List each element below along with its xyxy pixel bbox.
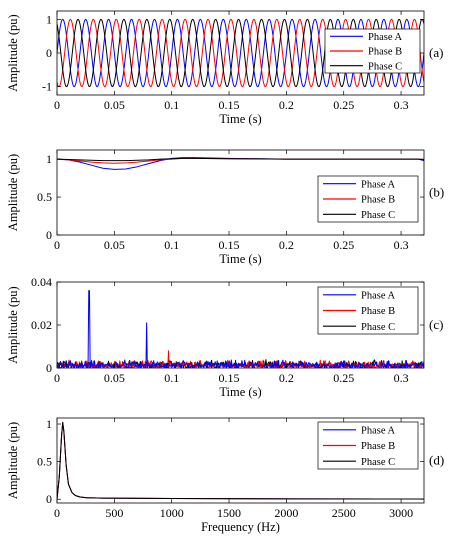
axes-frame <box>56 417 425 504</box>
x-tick-label: 2000 <box>274 506 298 520</box>
legend-entry: Phase A <box>368 32 403 43</box>
x-tick-label: 500 <box>105 506 123 520</box>
y-tick-label: 0 <box>46 228 52 242</box>
x-tick-label: 0.3 <box>394 371 409 385</box>
x-tick-label: 0.1 <box>164 238 179 252</box>
x-tick-label: 0.2 <box>279 98 294 112</box>
axes-frame <box>56 149 425 236</box>
plot-area <box>57 422 424 500</box>
x-tick-label: 0.05 <box>104 238 125 252</box>
x-tick-label: 0 <box>54 98 60 112</box>
y-axis-title: Amplitude (pu) <box>6 286 20 363</box>
y-tick-label: -1 <box>42 80 52 94</box>
y-tick-label: 0.5 <box>37 190 52 204</box>
plot-area <box>57 157 424 170</box>
legend-entry: Phase C <box>361 322 395 333</box>
series-line-phase-c <box>57 422 424 500</box>
legend-entry: Phase B <box>361 441 395 452</box>
x-tick-label: 0.1 <box>164 98 179 112</box>
panel-label: (a) <box>429 45 443 60</box>
y-axis-title: Amplitude (pu) <box>6 154 20 231</box>
legend-entry: Phase A <box>361 426 396 437</box>
legend-entry: Phase B <box>361 306 395 317</box>
series-line-phase-a <box>57 290 424 368</box>
x-tick-label: 0 <box>54 238 60 252</box>
legend-entry: Phase B <box>361 195 395 206</box>
y-tick-label: 0.02 <box>31 318 52 332</box>
panel-label: (d) <box>429 453 444 468</box>
x-tick-label: 2500 <box>332 506 356 520</box>
legend-entry: Phase C <box>361 457 395 468</box>
x-axis-title: Time (s) <box>219 252 261 266</box>
x-tick-label: 0.1 <box>164 371 179 385</box>
x-tick-label: 3000 <box>389 506 413 520</box>
legend: Phase A Phase B Phase C <box>317 286 419 335</box>
y-tick-label: 1 <box>46 12 52 26</box>
x-tick-label: 0.05 <box>104 371 125 385</box>
y-tick-label: 1 <box>46 417 52 431</box>
legend: Phase A Phase B Phase C <box>317 421 419 470</box>
x-axis-title: Time (s) <box>219 112 261 126</box>
y-tick-label: 1 <box>46 152 52 166</box>
legend-entry: Phase C <box>361 210 395 221</box>
legend: Phase A Phase B Phase C <box>324 28 421 74</box>
legend-entry: Phase C <box>368 61 402 72</box>
panel-label: (c) <box>429 317 443 332</box>
x-tick-label: 1000 <box>160 506 184 520</box>
y-tick-label: 0.5 <box>37 455 52 469</box>
x-tick-label: 0.05 <box>104 98 125 112</box>
x-tick-label: 0.2 <box>279 238 294 252</box>
series-line-phase-a <box>57 18 424 88</box>
panel-4: 0 500 1000 1500 2000 2500 3000 0 0.5 1 Frequency (… <box>6 417 444 534</box>
x-tick-label: 0.25 <box>333 238 354 252</box>
series-line-phase-c <box>57 18 424 88</box>
series-line-phase-c <box>57 157 424 162</box>
y-tick-label: 0 <box>46 46 52 60</box>
plot-area <box>57 290 424 368</box>
x-tick-label: 0 <box>54 506 60 520</box>
legend-entry: Phase B <box>368 47 402 58</box>
x-axis-title: Frequency (Hz) <box>201 520 280 534</box>
x-tick-label: 0.15 <box>219 238 240 252</box>
x-tick-label: 0.25 <box>333 371 354 385</box>
x-tick-label: 0.3 <box>394 98 409 112</box>
x-axis-title: Time (s) <box>219 385 261 399</box>
x-tick-label: 0.25 <box>333 98 354 112</box>
y-axis-title: Amplitude (pu) <box>6 14 20 91</box>
y-axis-title: Amplitude (pu) <box>6 422 20 499</box>
x-tick-label: 0.3 <box>394 238 409 252</box>
legend-entry: Phase A <box>361 179 396 190</box>
y-tick-label: 0 <box>46 492 52 506</box>
x-tick-label: 0.15 <box>219 371 240 385</box>
legend: Phase A Phase B Phase C <box>317 175 419 223</box>
y-tick-label: 0.04 <box>31 275 52 289</box>
panel-label: (b) <box>429 185 444 200</box>
legend-entry: Phase A <box>361 291 396 302</box>
panel-2: 0 0.05 0.1 0.15 0.2 0.25 0.3 0 0.5 1 Time (s) Ampli… <box>6 149 444 266</box>
x-tick-label: 0.2 <box>279 371 294 385</box>
x-tick-label: 1500 <box>217 506 241 520</box>
panel-3: 0 0.05 0.1 0.15 0.2 0.25 0.3 0 0.02 0.04 Time (s) A… <box>6 275 443 399</box>
x-tick-label: 0 <box>54 371 60 385</box>
x-tick-label: 0.15 <box>219 98 240 112</box>
y-tick-label: 0 <box>46 361 52 375</box>
